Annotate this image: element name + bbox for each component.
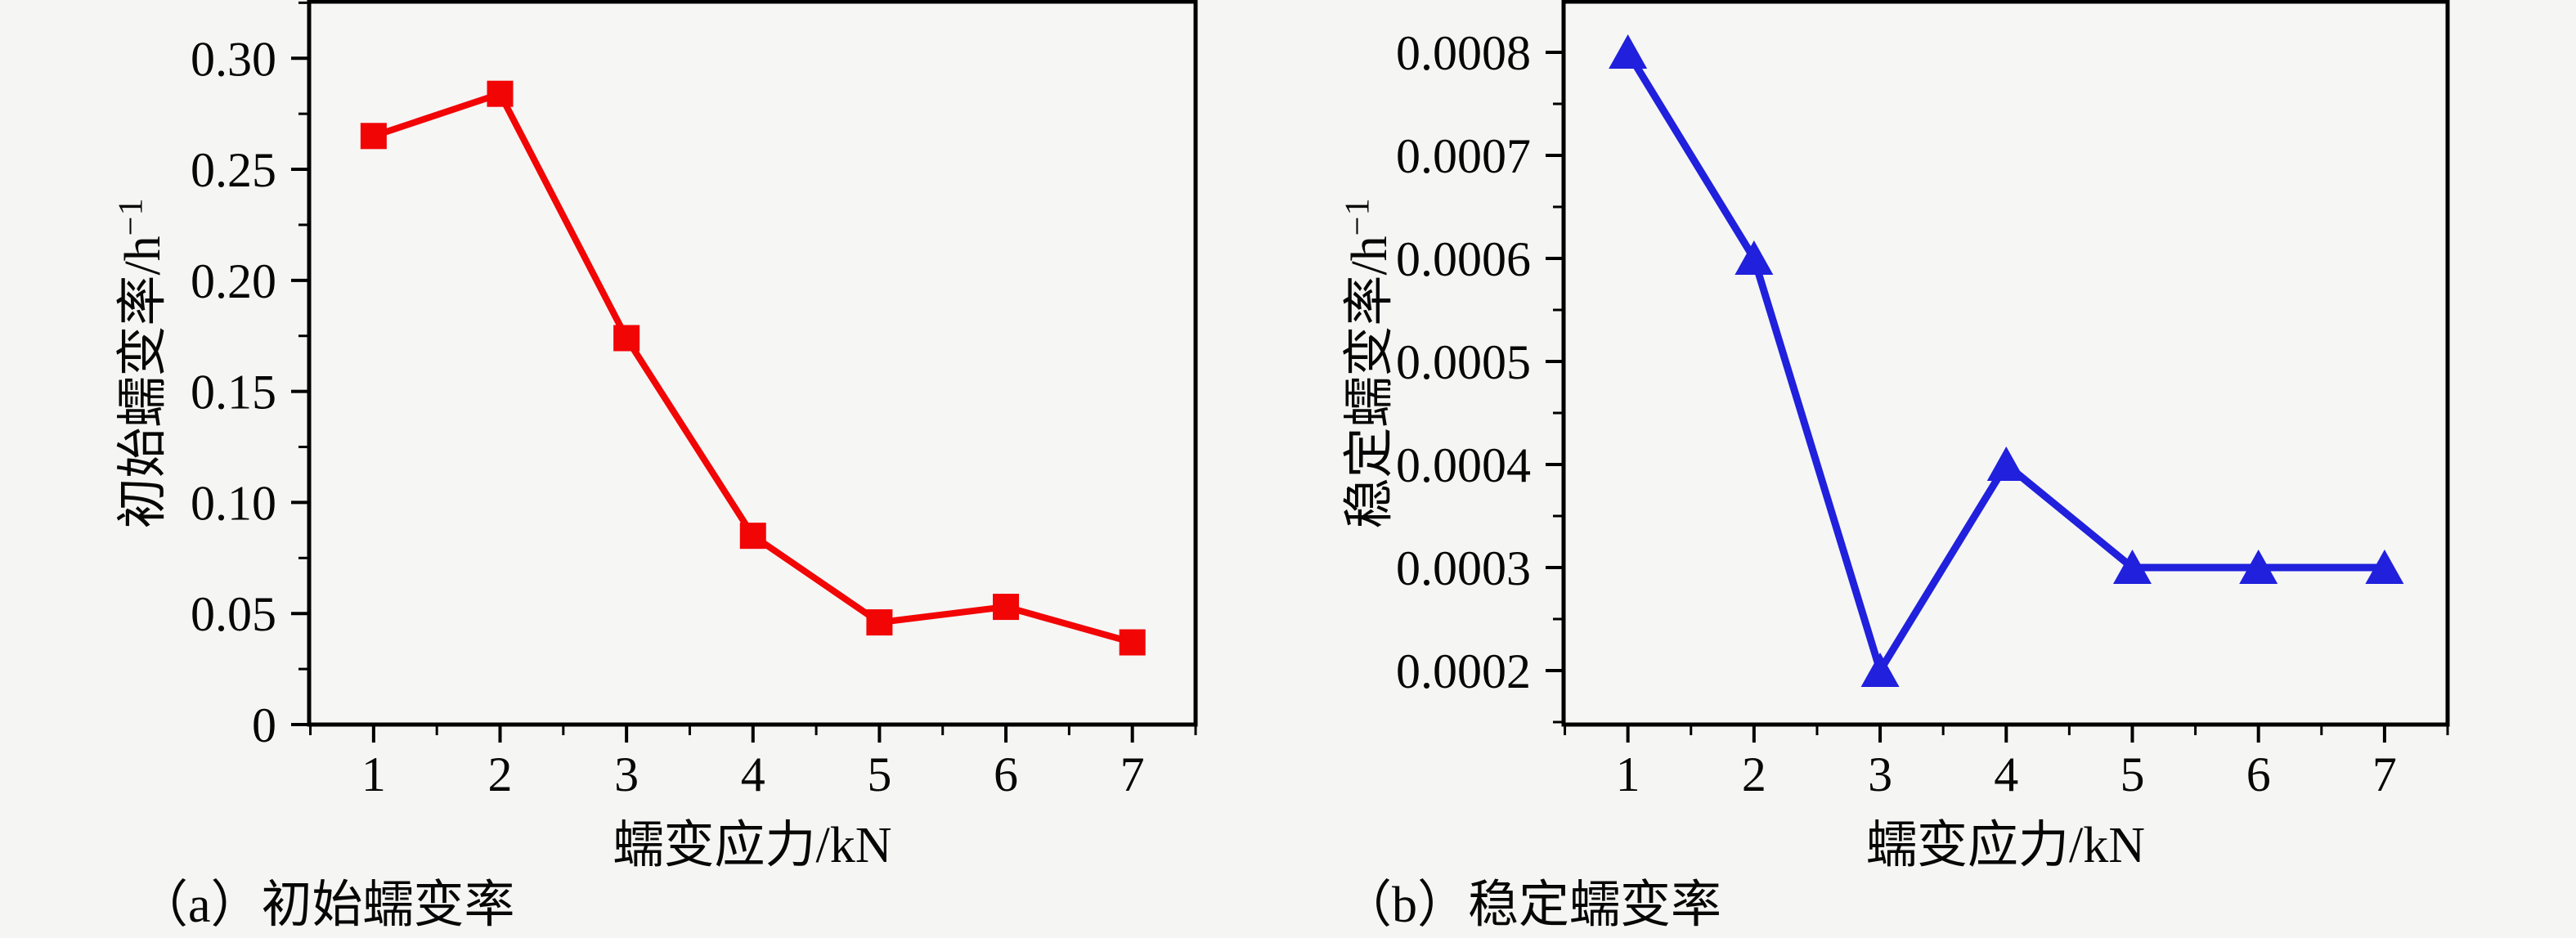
y-axis-title-a-superscript: −1 [111,197,150,236]
y-tick-label: 0 [252,698,276,752]
x-tick-label: 4 [741,747,765,801]
x-tick-label: 7 [2372,747,2397,801]
y-axis-title-b-superscript: −1 [1338,197,1377,236]
data-point-marker [2112,549,2152,584]
data-point-marker [1609,34,1648,69]
data-point-marker [1735,240,1774,275]
y-tick-label: 0.0007 [1396,129,1531,183]
y-axis-title-b: 稳定蠕变率/h−1 [1327,197,1401,528]
y-tick-label: 0.20 [191,254,276,308]
chart-a: 1 2 3 4 5 6 7 0 0.05 0.10 0.15 0.20 0.25 0.30 [191,0,1198,801]
x-tick-label: 2 [488,747,513,801]
y-tick-label: 0.0008 [1396,26,1531,80]
data-point-marker [487,80,514,107]
data-point-marker [360,123,387,150]
y-tick-label: 0.30 [191,32,276,86]
y-tick-label: 0.0003 [1396,541,1531,595]
data-point-marker [866,609,893,636]
y-tick-label: 0.0005 [1396,335,1531,389]
data-point-marker [1986,446,2026,481]
x-axis-title-b: 蠕变应力/kN [1865,818,2145,873]
x-tick-label: 1 [361,747,386,801]
x-tick-label: 5 [2120,747,2144,801]
y-tick-label: 0.0004 [1396,438,1531,492]
caption-b: （b）稳定蠕变率 [1341,877,1722,933]
chart-b: 1 2 3 4 5 6 7 0.0002 0.0003 0.0004 0.0005 0.0006 0.0… [1396,0,2450,801]
x-tick-label: 2 [1742,747,1766,801]
data-point-marker [613,325,640,352]
x-tick-label: 7 [1120,747,1145,801]
y-axis-title-a-text: 初始蠕变率/h [115,236,171,529]
y-tick-label: 0.0006 [1396,232,1531,286]
caption-a: （a）初始蠕变率 [137,877,515,933]
x-tick-label: 6 [994,747,1018,801]
x-tick-label: 3 [1868,747,1892,801]
y-tick-label: 0.15 [191,366,276,420]
data-point-marker [1119,629,1146,656]
y-axis-title-b-text: 稳定蠕变率/h [1342,236,1398,529]
plot-frame [307,0,1198,727]
y-tick-label: 0.10 [191,476,276,530]
data-point-marker [2365,549,2404,584]
x-axis-title-a: 蠕变应力/kN [613,818,892,873]
data-point-marker [739,523,766,550]
x-tick-label: 4 [1994,747,2018,801]
x-tick-label: 1 [1616,747,1640,801]
x-tick-label: 3 [614,747,639,801]
y-tick-label: 0.05 [191,587,276,641]
data-point-marker [993,594,1020,621]
y-tick-label: 0.0002 [1396,644,1531,698]
x-tick-label: 5 [867,747,891,801]
y-axis-title-a: 初始蠕变率/h−1 [101,197,174,528]
data-point-marker [1860,652,1900,687]
x-tick-label: 6 [2246,747,2271,801]
y-tick-label: 0.25 [191,143,276,197]
data-point-marker [2239,549,2278,584]
plot-frame [1561,0,2450,727]
